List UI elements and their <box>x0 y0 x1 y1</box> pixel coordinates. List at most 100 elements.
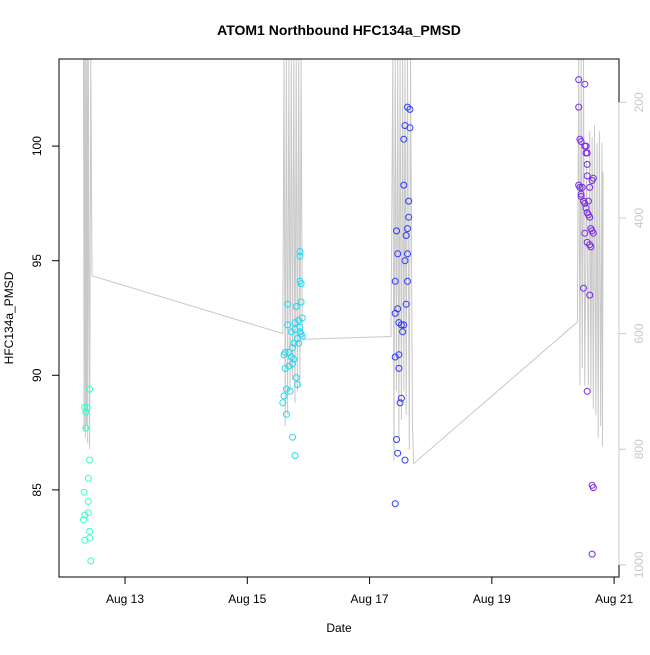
series-4 <box>575 76 597 558</box>
right-axis-tick-label: 800 <box>632 439 646 459</box>
data-point <box>400 321 408 329</box>
data-point <box>298 314 306 322</box>
data-point <box>292 374 300 382</box>
data-point <box>289 360 296 368</box>
data-point <box>393 436 400 443</box>
data-point <box>393 227 400 235</box>
y-tick-label: 95 <box>30 254 44 268</box>
data-point <box>400 181 408 189</box>
data-point <box>395 364 403 372</box>
data-point <box>284 321 292 329</box>
data-point <box>404 250 411 258</box>
data-point <box>293 381 301 388</box>
series-2 <box>279 248 306 459</box>
data-point <box>84 509 92 517</box>
data-point <box>84 474 92 482</box>
data-point <box>589 484 597 492</box>
data-point <box>581 229 589 237</box>
data-point <box>391 309 399 317</box>
data-point <box>296 252 304 260</box>
data-point <box>577 190 585 198</box>
y-axis-label: HFC134a_PMSD <box>2 271 16 364</box>
data-point <box>581 199 589 207</box>
data-point <box>406 105 414 113</box>
right-axis-tick-label: 1000 <box>632 551 646 578</box>
data-point <box>82 408 90 416</box>
data-point <box>583 160 591 168</box>
data-point <box>287 328 295 336</box>
data-point <box>282 410 290 418</box>
data-point <box>80 516 87 524</box>
x-tick-label: Aug 19 <box>473 592 511 606</box>
data-point <box>83 403 91 411</box>
data-point <box>281 364 289 372</box>
data-point <box>292 303 300 310</box>
data-point <box>282 385 290 393</box>
x-tick-label: Aug 21 <box>595 592 633 606</box>
data-point <box>582 204 590 212</box>
data-point <box>290 339 298 347</box>
data-point <box>586 213 594 221</box>
data-point <box>280 392 288 400</box>
data-point <box>279 399 287 407</box>
data-point <box>397 394 405 402</box>
data-point <box>291 452 299 459</box>
data-point <box>402 300 410 308</box>
data-point <box>582 142 590 150</box>
x-axis-label: Date <box>326 621 352 635</box>
data-point <box>584 197 592 205</box>
data-point <box>82 424 90 432</box>
data-point <box>575 76 583 84</box>
data-point <box>580 284 587 292</box>
chart-title: ATOM1 Northbound HFC134a_PMSD <box>217 22 461 38</box>
data-point <box>391 500 399 508</box>
data-point <box>583 149 591 157</box>
data-point <box>404 225 411 233</box>
data-point <box>577 138 585 145</box>
data-point <box>588 550 596 558</box>
data-point <box>86 527 94 535</box>
data-point <box>84 497 92 505</box>
data-point <box>581 80 589 88</box>
data-point <box>402 232 410 239</box>
data-point <box>81 511 89 519</box>
data-point <box>291 319 299 327</box>
data-point <box>286 387 294 395</box>
data-point <box>404 103 411 111</box>
data-point <box>405 197 413 205</box>
data-point <box>583 387 591 395</box>
data-point <box>399 328 407 336</box>
series-3 <box>391 103 414 508</box>
data-point <box>400 135 408 143</box>
data-point <box>586 183 594 191</box>
data-point <box>395 351 403 359</box>
points-layer <box>80 76 597 565</box>
data-point <box>401 257 409 265</box>
data-point <box>295 339 303 347</box>
y-tick-label: 85 <box>30 483 44 497</box>
data-point <box>394 250 402 258</box>
data-point <box>589 229 597 237</box>
y-axis: 85 90 95 100 <box>30 136 60 497</box>
data-point <box>589 174 597 182</box>
x-axis: Aug 13 Aug 15 Aug 17 Aug 19 Aug 21 <box>106 576 633 606</box>
data-point <box>284 300 292 308</box>
data-point <box>297 298 305 306</box>
y-tick-label: 100 <box>30 136 44 156</box>
data-point <box>296 248 304 255</box>
data-point <box>285 362 293 370</box>
data-point <box>290 355 298 363</box>
data-point <box>297 330 305 338</box>
data-point <box>401 456 409 464</box>
right-axis: 200 400 600 800 1000 <box>618 92 646 578</box>
y-tick-label: 90 <box>30 368 44 382</box>
data-point <box>281 348 289 356</box>
data-point <box>578 183 586 191</box>
data-point <box>296 323 304 331</box>
right-axis-tick-label: 400 <box>632 208 646 228</box>
data-point <box>406 124 414 132</box>
x-tick-label: Aug 15 <box>228 592 266 606</box>
data-point <box>391 277 399 285</box>
